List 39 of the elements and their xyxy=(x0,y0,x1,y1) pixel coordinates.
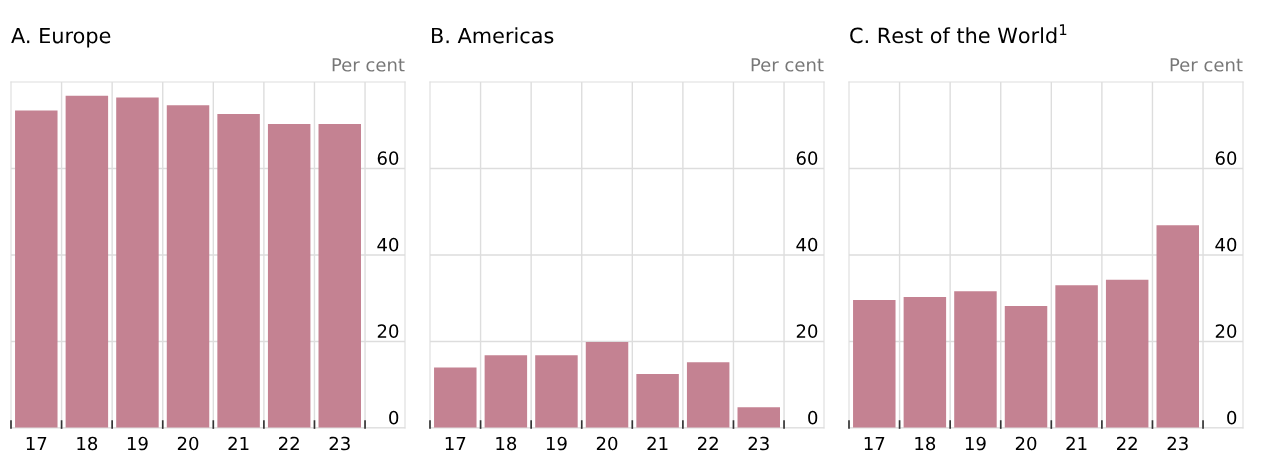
x-tick-label: 21 xyxy=(647,436,668,451)
x-tick-label: 19 xyxy=(546,436,567,451)
y-tick-label: 20 xyxy=(377,324,399,338)
x-tick-label: 17 xyxy=(864,436,885,451)
y-tick-label: 20 xyxy=(1215,324,1237,338)
y-tick-label: 60 xyxy=(1215,151,1237,165)
x-tick-label: 19 xyxy=(127,436,148,451)
y-tick-label: 0 xyxy=(808,410,818,425)
x-tick-label: 23 xyxy=(1167,436,1188,451)
x-tick-label: 21 xyxy=(1066,436,1087,451)
y-tick-label: 20 xyxy=(796,324,818,338)
y-axis-title: Per cent xyxy=(751,58,824,72)
x-tick-label: 22 xyxy=(698,436,718,451)
chart-title: A. Europe xyxy=(11,27,111,48)
x-tick-label: 20 xyxy=(596,436,618,451)
x-tick-label: 18 xyxy=(915,436,936,451)
x-tick-label: 20 xyxy=(177,436,199,451)
x-tick-label: 23 xyxy=(748,436,769,451)
y-tick-label: 60 xyxy=(796,151,818,165)
chart-title: C. Rest of the World$^{1}$ xyxy=(850,24,1067,44)
x-tick-label: 22 xyxy=(279,436,299,451)
y-tick-label: 40 xyxy=(377,237,399,252)
y-tick-label: 40 xyxy=(796,237,818,252)
y-tick-label: 60 xyxy=(377,151,399,165)
y-axis-title: Per cent xyxy=(1170,58,1243,72)
x-tick-label: 18 xyxy=(77,436,98,451)
y-axis-title: Per cent xyxy=(332,58,405,72)
x-tick-label: 21 xyxy=(228,436,249,451)
x-tick-label: 20 xyxy=(1015,436,1037,451)
x-tick-label: 23 xyxy=(329,436,350,451)
x-tick-label: 18 xyxy=(496,436,517,451)
x-tick-label: 22 xyxy=(1117,436,1137,451)
y-tick-label: 0 xyxy=(1227,410,1237,425)
y-tick-label: 0 xyxy=(389,410,399,425)
x-tick-label: 17 xyxy=(26,436,47,451)
y-tick-label: 40 xyxy=(1215,237,1237,252)
x-tick-label: 17 xyxy=(445,436,466,451)
chart-title: B. Americas xyxy=(432,27,554,44)
x-tick-label: 19 xyxy=(965,436,986,451)
